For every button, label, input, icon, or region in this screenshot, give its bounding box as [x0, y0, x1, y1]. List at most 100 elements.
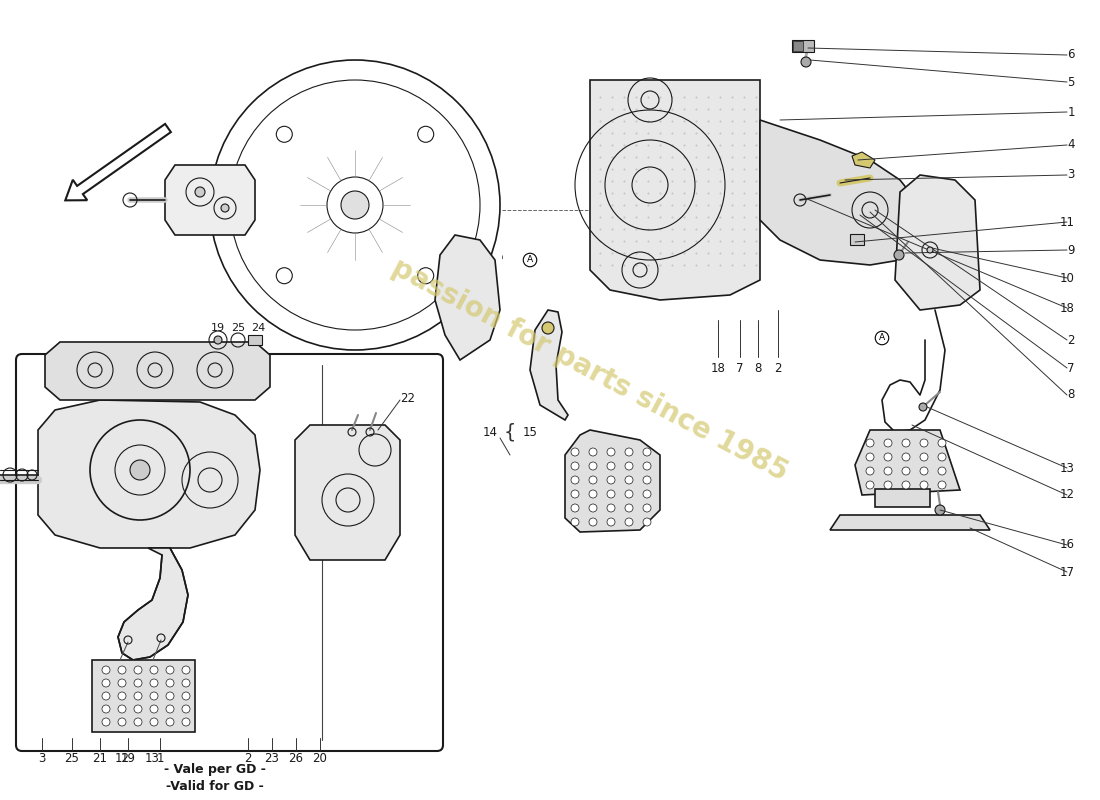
Circle shape [607, 490, 615, 498]
Circle shape [884, 439, 892, 447]
Polygon shape [895, 175, 980, 310]
Circle shape [588, 448, 597, 456]
Text: 11: 11 [1060, 215, 1075, 229]
Circle shape [884, 467, 892, 475]
Text: 3: 3 [39, 751, 46, 765]
Text: 2: 2 [1067, 334, 1075, 346]
Circle shape [571, 476, 579, 484]
Circle shape [182, 718, 190, 726]
Circle shape [571, 504, 579, 512]
Circle shape [866, 467, 874, 475]
Text: 3: 3 [1068, 169, 1075, 182]
Circle shape [644, 490, 651, 498]
Polygon shape [565, 430, 660, 532]
Circle shape [150, 705, 158, 713]
Circle shape [214, 336, 222, 344]
Text: 19: 19 [121, 751, 135, 765]
Circle shape [182, 666, 190, 674]
Circle shape [588, 518, 597, 526]
Text: 7: 7 [1067, 362, 1075, 374]
Polygon shape [295, 425, 400, 560]
Text: -Valid for GD -: -Valid for GD - [166, 779, 264, 793]
Text: passion for parts since 1985: passion for parts since 1985 [387, 254, 793, 486]
Text: 14: 14 [483, 426, 497, 438]
Text: 1: 1 [1067, 106, 1075, 118]
Circle shape [134, 718, 142, 726]
Circle shape [102, 679, 110, 687]
Bar [792, 40, 814, 52]
Circle shape [134, 705, 142, 713]
Text: {: { [504, 422, 516, 442]
Circle shape [571, 462, 579, 470]
Text: 15: 15 [522, 426, 538, 438]
Polygon shape [434, 235, 500, 360]
Circle shape [221, 204, 229, 212]
Circle shape [118, 679, 127, 687]
Circle shape [102, 692, 110, 700]
Polygon shape [855, 430, 960, 495]
Polygon shape [165, 165, 255, 235]
Circle shape [195, 187, 205, 197]
Circle shape [134, 666, 142, 674]
Circle shape [166, 692, 174, 700]
Polygon shape [590, 80, 760, 300]
Text: 22: 22 [400, 391, 416, 405]
Circle shape [166, 679, 174, 687]
Circle shape [118, 705, 127, 713]
Polygon shape [39, 400, 260, 548]
Bar [850, 234, 864, 245]
Circle shape [625, 490, 632, 498]
Text: 12: 12 [114, 751, 130, 765]
Circle shape [166, 718, 174, 726]
Circle shape [588, 462, 597, 470]
Text: - Vale per GD -: - Vale per GD - [164, 763, 266, 777]
Text: 2: 2 [244, 751, 252, 765]
Circle shape [938, 453, 946, 461]
Text: 2: 2 [774, 362, 782, 374]
Circle shape [118, 692, 127, 700]
Polygon shape [830, 515, 990, 530]
Circle shape [166, 666, 174, 674]
Polygon shape [852, 152, 874, 168]
Circle shape [884, 481, 892, 489]
Circle shape [607, 504, 615, 512]
Circle shape [571, 518, 579, 526]
Circle shape [625, 462, 632, 470]
Circle shape [150, 679, 158, 687]
Text: 7: 7 [736, 362, 744, 374]
FancyBboxPatch shape [16, 354, 443, 751]
Circle shape [801, 57, 811, 67]
Circle shape [894, 250, 904, 260]
Circle shape [182, 705, 190, 713]
Circle shape [588, 504, 597, 512]
Circle shape [118, 666, 127, 674]
Circle shape [625, 518, 632, 526]
Circle shape [935, 505, 945, 515]
Text: 21: 21 [92, 751, 108, 765]
Text: 9: 9 [1067, 243, 1075, 257]
Circle shape [607, 462, 615, 470]
Text: 12: 12 [1060, 489, 1075, 502]
Text: 4: 4 [1067, 138, 1075, 151]
Circle shape [938, 467, 946, 475]
Circle shape [866, 439, 874, 447]
Circle shape [102, 705, 110, 713]
Text: 25: 25 [65, 751, 79, 765]
Circle shape [150, 666, 158, 674]
Circle shape [644, 462, 651, 470]
Circle shape [902, 439, 910, 447]
Text: 26: 26 [288, 751, 304, 765]
Text: 6: 6 [1067, 49, 1075, 62]
Text: 18: 18 [711, 362, 725, 374]
Circle shape [644, 518, 651, 526]
Circle shape [938, 439, 946, 447]
Text: 16: 16 [1060, 538, 1075, 551]
Text: 17: 17 [1060, 566, 1075, 578]
Bar [793, 41, 803, 51]
Circle shape [542, 322, 554, 334]
Circle shape [607, 518, 615, 526]
Circle shape [134, 692, 142, 700]
Text: 25: 25 [231, 323, 245, 333]
Circle shape [644, 448, 651, 456]
Text: 8: 8 [755, 362, 761, 374]
